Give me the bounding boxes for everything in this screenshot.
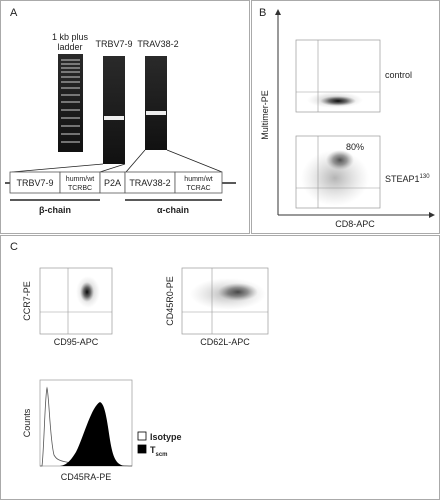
- legend-swatch: [137, 444, 147, 454]
- panel-label: C: [10, 241, 18, 253]
- segment-label: TCRBC: [68, 185, 92, 192]
- segment-label: TCRAC: [186, 185, 210, 192]
- construct-diagram: [5, 149, 236, 201]
- axis-label: CD45RA-PE: [61, 472, 112, 482]
- segment-label: humm/wt: [184, 176, 212, 183]
- legend-swatch: [137, 431, 147, 441]
- panel-label: B: [259, 7, 266, 19]
- percent-label: 80%: [346, 142, 364, 152]
- plot-label: control: [385, 70, 412, 80]
- gel-image: [58, 54, 167, 164]
- superscript: 130: [420, 174, 431, 180]
- dot-plot: [295, 135, 381, 209]
- axis-label: CD45R0-PE: [165, 276, 175, 326]
- legend-label: Isotype: [150, 432, 182, 442]
- segment-label: TRBV7-9: [16, 178, 53, 188]
- chain-label: β-chain: [39, 205, 71, 215]
- dot-plot: [181, 267, 269, 335]
- segment-label: TRAV38-2: [129, 178, 170, 188]
- axis-label: CD8-APC: [335, 219, 375, 229]
- gel-label: TRBV7-9: [95, 39, 132, 49]
- axis-label: CD95-APC: [54, 337, 99, 347]
- legend-name: T: [150, 445, 156, 455]
- gel-label: TRAV38-2: [137, 39, 178, 49]
- axis-label: CD62L-APC: [200, 337, 250, 347]
- histogram: [39, 379, 133, 467]
- gel-label: ladder: [57, 42, 82, 52]
- dot-plot: [295, 39, 381, 113]
- panel-label: A: [10, 7, 18, 19]
- subscript: scm: [156, 452, 168, 458]
- axis-label: Counts: [22, 408, 32, 437]
- segment-label: P2A: [104, 178, 121, 188]
- legend-label: Tscm: [150, 445, 168, 458]
- sample-name: STEAP1: [385, 174, 420, 184]
- plot-label: STEAP1130: [385, 174, 430, 184]
- chain-label: α-chain: [157, 205, 189, 215]
- dot-plot: [39, 267, 113, 335]
- panel-border: [0, 0, 250, 234]
- gel-label: 1 kb plus: [52, 32, 89, 42]
- segment-label: humm/wt: [66, 176, 94, 183]
- axis-label: CCR7-PE: [22, 281, 32, 321]
- axis-label: Multimer-PE: [260, 90, 270, 140]
